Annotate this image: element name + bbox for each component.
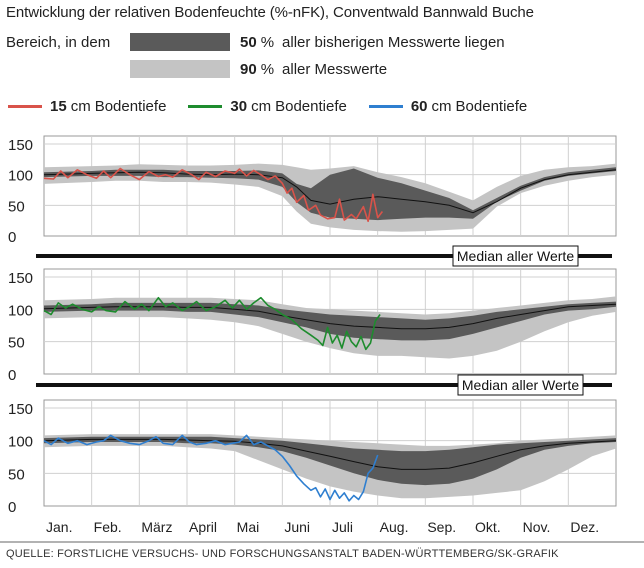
month-label-10: Nov.	[523, 519, 551, 535]
panel-0-ytick-150: 150	[8, 137, 33, 154]
series-legend: 15 cm Bodentiefe 30 cm Bodentiefe 60 cm …	[8, 98, 549, 115]
panel-1-ytick-150: 150	[8, 270, 33, 287]
panel-0-ytick-100: 100	[8, 168, 33, 185]
series-30cm-unit: cm	[251, 98, 272, 115]
series-60cm-depth: 60	[410, 98, 428, 115]
panel-0-median-line	[43, 169, 617, 214]
panel-2-ytick-100: 100	[8, 434, 33, 451]
series-15cm-text: Bodentiefe	[94, 98, 167, 115]
panel-0-ytick-0: 0	[8, 229, 16, 246]
month-label-0: Jan.	[46, 519, 72, 535]
series-30cm-line	[188, 105, 223, 108]
band50-text: aller bisherigen Messwerte liegen	[282, 33, 505, 51]
month-label-1: Feb.	[94, 519, 122, 535]
series-30cm-depth: 30	[230, 98, 248, 115]
panel-1-current-line	[43, 296, 381, 351]
panel-0-current-line	[43, 167, 384, 223]
month-label-3: April	[189, 519, 217, 535]
panel-1-ytick-0: 0	[8, 367, 16, 384]
month-label-7: Aug.	[380, 519, 409, 535]
legend-band50: Bereich, in dem 50 % aller bisherigen Me…	[6, 33, 505, 51]
median-label-0: Median aller Werte	[457, 248, 574, 264]
panel-0-ytick-50: 50	[8, 198, 25, 215]
panel-2-ytick-0: 0	[8, 499, 16, 516]
band50-swatch	[130, 33, 230, 51]
band90-unit: %	[260, 60, 275, 78]
band90-swatch	[130, 60, 230, 78]
panel-1-band50	[44, 301, 616, 341]
series-60cm-text: Bodentiefe	[455, 98, 528, 115]
series-15cm-line	[8, 105, 42, 108]
panel-2-ytick-150: 150	[8, 401, 33, 418]
source-note: QUELLE: FORSTLICHE VERSUCHS- UND FORSCHU…	[6, 548, 559, 560]
band50-pct: 50	[240, 33, 257, 51]
panel-1-ytick-100: 100	[8, 302, 33, 319]
month-label-11: Dez.	[570, 519, 599, 535]
month-label-4: Mai	[237, 519, 260, 535]
panel-1-median-line	[43, 303, 617, 330]
series-15cm-unit: cm	[70, 98, 91, 115]
panel-1-ytick-50: 50	[8, 335, 25, 352]
legend-prefix: Bereich, in dem	[6, 33, 111, 51]
series-legend-60cm: 60 cm Bodentiefe	[368, 98, 528, 115]
month-label-9: Okt.	[475, 519, 501, 535]
series-15cm-depth: 15	[50, 98, 67, 115]
band50-unit: %	[260, 33, 275, 51]
band90-pct: 90	[240, 60, 257, 78]
legend-band90: 90 % aller Messwerte	[6, 60, 387, 78]
panel-2-current-line	[43, 434, 379, 502]
series-legend-30cm: 30 cm Bodentiefe	[188, 98, 347, 115]
median-label-box-0	[452, 245, 579, 267]
month-label-6: Juli	[332, 519, 353, 535]
panel-0-band50	[44, 167, 616, 221]
panel-2-band50	[44, 436, 616, 486]
median-label-1: Median aller Werte	[462, 377, 579, 393]
panel-2-ytick-50: 50	[8, 466, 25, 483]
median-label-box-1	[457, 374, 584, 396]
month-label-2: März	[141, 519, 172, 535]
chart-title: Entwicklung der relativen Bodenfeuchte (…	[6, 4, 534, 21]
month-label-5: Juni	[284, 519, 310, 535]
series-legend-15cm: 15 cm Bodentiefe	[8, 98, 166, 115]
month-label-8: Sep.	[427, 519, 456, 535]
series-30cm-text: Bodentiefe	[275, 98, 347, 115]
band90-text: aller Messwerte	[282, 60, 388, 78]
series-60cm-line	[368, 105, 403, 108]
series-60cm-unit: cm	[431, 98, 452, 115]
